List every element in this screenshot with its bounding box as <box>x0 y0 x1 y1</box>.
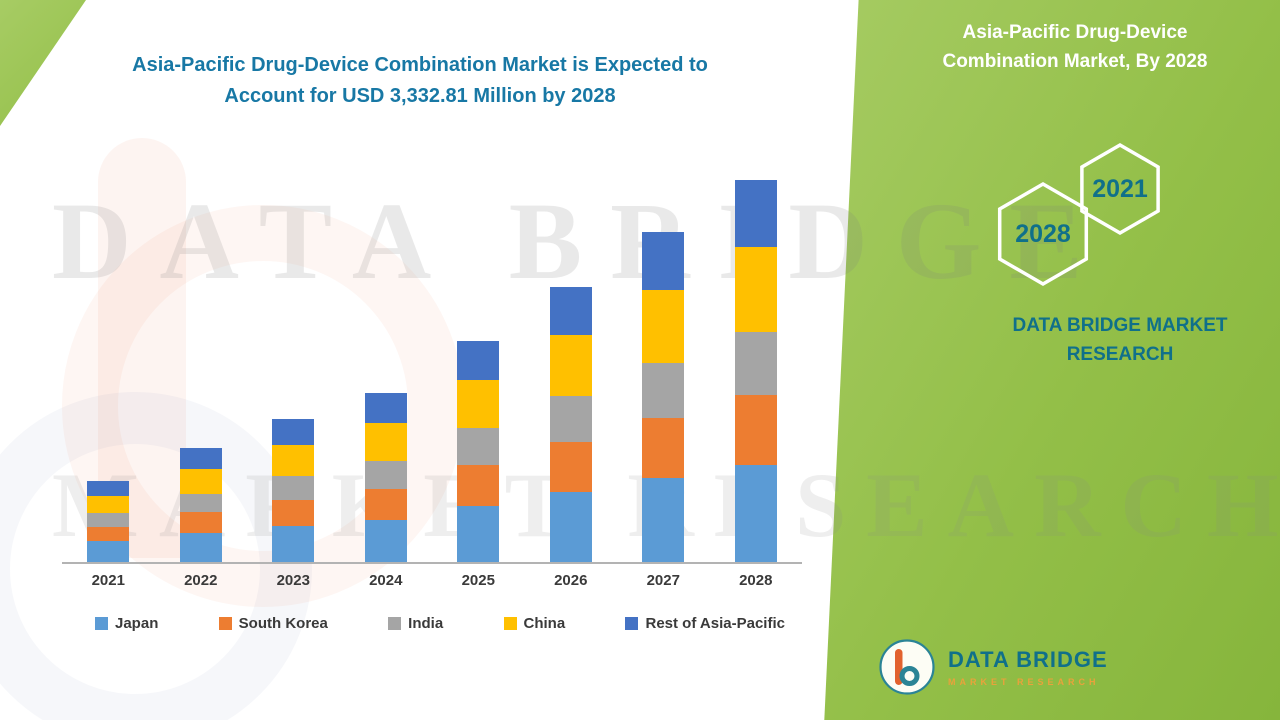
hexagon-badges: 2028 2021 <box>997 142 1160 287</box>
x-axis-label: 2024 <box>369 572 403 589</box>
x-axis-label: 2028 <box>739 572 773 589</box>
logo-bowl <box>899 666 920 686</box>
bar-segment-2025 <box>457 428 500 466</box>
bar-segment-2027 <box>642 363 685 418</box>
bar-segment-2027 <box>642 417 685 479</box>
bar-segment-2024 <box>364 488 407 520</box>
legend-swatch <box>95 617 108 630</box>
bar-segment-2023 <box>272 419 315 445</box>
bar-2022 <box>179 448 222 562</box>
bar-segment-2021 <box>87 541 130 562</box>
green-side-panel <box>824 0 1280 720</box>
bar-segment-2022 <box>179 533 222 562</box>
legend-item: India <box>388 615 443 632</box>
bar-segment-2024 <box>364 519 407 562</box>
bar-2021 <box>87 480 130 562</box>
footer-brand-name: DATA BRIDGE <box>948 647 1108 672</box>
bar-segment-2028 <box>734 179 777 248</box>
bar-segment-2027 <box>642 478 685 562</box>
corner-triangle-decoration <box>0 0 86 126</box>
bar-segment-2026 <box>549 335 592 397</box>
bar-segment-2023 <box>272 476 315 500</box>
bar-segment-2026 <box>549 441 592 492</box>
chart-title: Asia-Pacific Drug-Device Combination Mar… <box>132 54 708 107</box>
legend-label: India <box>408 615 444 632</box>
legend-item: South Korea <box>218 615 328 632</box>
legend-label: Japan <box>115 615 159 632</box>
bar-2025 <box>457 340 500 562</box>
legend-swatch <box>625 617 639 630</box>
bar-segment-2024 <box>364 393 407 424</box>
bar-segment-2025 <box>457 505 500 562</box>
bar-segment-2026 <box>549 287 592 336</box>
data-bridge-logo-icon <box>879 639 935 695</box>
footer-logo: DATA BRIDGE MARKET RESEARCH <box>878 638 1108 696</box>
legend-item: Japan <box>95 615 158 632</box>
legend-item: Rest of Asia-Pacific <box>625 615 785 632</box>
legend-item: China <box>503 615 566 632</box>
footer-brand-sub: MARKET RESEARCH <box>948 677 1100 687</box>
side-panel-brand: DATA BRIDGE MARKET RESEARCH <box>1012 315 1228 365</box>
x-axis-label: 2026 <box>554 572 588 589</box>
hexagon-2028-outline <box>997 181 1089 287</box>
legend-label: South Korea <box>238 615 328 632</box>
legend: Japan South Korea India China Rest of Asia-P… <box>95 615 785 632</box>
bar-segment-2022 <box>179 512 222 534</box>
bar-2023 <box>272 419 315 562</box>
bars-row <box>62 172 802 564</box>
x-axis-label: 2023 <box>276 572 310 589</box>
legend-swatch <box>388 617 402 630</box>
x-axis-label: 2022 <box>184 572 218 589</box>
bar-segment-2023 <box>272 525 315 562</box>
bar-segment-2021 <box>87 495 130 514</box>
bar-segment-2022 <box>179 493 222 513</box>
bar-segment-2028 <box>734 331 777 395</box>
bar-segment-2028 <box>734 465 777 562</box>
legend-swatch <box>218 617 232 630</box>
hexagon-2021-label: 2021 <box>1092 175 1148 203</box>
bar-segment-2024 <box>364 460 407 489</box>
footer-brand-text: DATA BRIDGE MARKET RESEARCH <box>948 647 1108 687</box>
bar-2024 <box>364 393 407 562</box>
x-axis-label: 2021 <box>91 572 125 589</box>
x-axis-label: 2027 <box>646 572 680 589</box>
hexagon-2028-label: 2028 <box>1015 220 1071 248</box>
legend-swatch <box>503 617 517 630</box>
legend-label: Rest of Asia-Pacific <box>645 615 785 632</box>
bar-segment-2025 <box>457 340 500 380</box>
bar-segment-2025 <box>457 379 500 429</box>
bar-2028 <box>734 179 777 562</box>
bar-segment-2024 <box>364 423 407 461</box>
hexagon-2021-outline <box>1080 142 1160 236</box>
bar-segment-2022 <box>179 468 222 494</box>
side-panel-title: Asia-Pacific Drug-Device Combination Mar… <box>942 22 1208 73</box>
stacked-bar-chart: 2021 2022 2023 2024 2025 2026 2027 2028 <box>62 172 802 589</box>
bar-segment-2028 <box>734 247 777 332</box>
bar-segment-2026 <box>549 492 592 562</box>
bar-segment-2023 <box>272 499 315 526</box>
bar-2026 <box>549 287 592 562</box>
bar-segment-2025 <box>457 465 500 506</box>
bar-segment-2026 <box>549 396 592 442</box>
bar-segment-2021 <box>87 513 130 527</box>
bar-segment-2027 <box>642 290 685 364</box>
bar-segment-2021 <box>87 526 130 542</box>
bar-segment-2021 <box>87 480 130 496</box>
legend-label: China <box>523 615 566 632</box>
x-axis-label: 2025 <box>461 572 495 589</box>
bar-segment-2027 <box>642 232 685 291</box>
bar-segment-2023 <box>272 444 315 477</box>
bar-2027 <box>642 232 685 562</box>
bar-segment-2028 <box>734 394 777 466</box>
bar-segment-2022 <box>179 448 222 469</box>
x-labels-row: 2021 2022 2023 2024 2025 2026 2027 2028 <box>62 572 802 589</box>
